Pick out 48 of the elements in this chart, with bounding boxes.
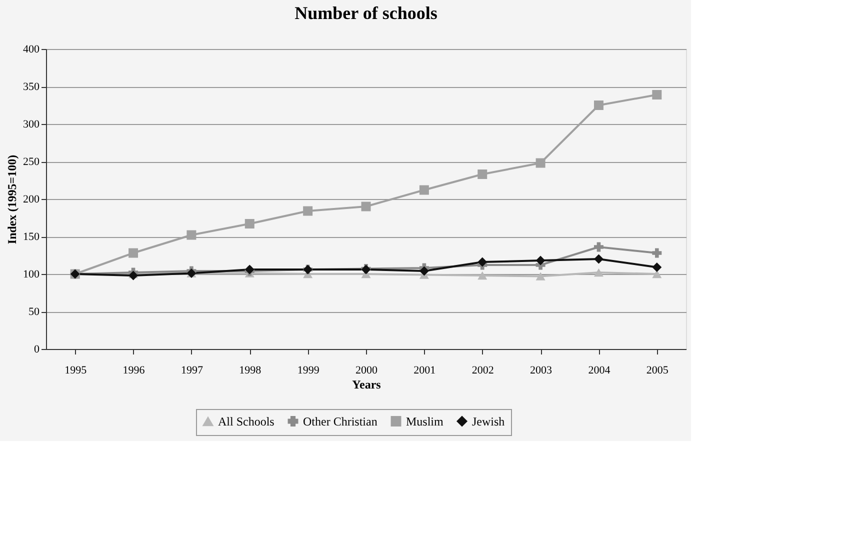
point bbox=[419, 266, 429, 276]
x-tick-label: 1996 bbox=[122, 364, 146, 376]
point bbox=[652, 90, 662, 100]
point bbox=[594, 254, 604, 264]
x-tick-label: 1998 bbox=[239, 364, 262, 376]
y-tick-label: 50 bbox=[28, 306, 40, 318]
x-tick-label: 2003 bbox=[530, 364, 553, 376]
y-tick-label: 0 bbox=[34, 344, 40, 356]
point bbox=[478, 271, 488, 280]
x-tick-label: 2004 bbox=[588, 364, 611, 376]
legend-label: Muslim bbox=[406, 414, 444, 428]
point bbox=[594, 268, 604, 277]
point bbox=[536, 256, 546, 266]
y-tick-label: 100 bbox=[23, 268, 40, 280]
x-axis-title: Years bbox=[352, 378, 382, 392]
y-tick-label: 350 bbox=[23, 81, 40, 93]
point bbox=[186, 230, 196, 240]
point bbox=[478, 170, 488, 179]
legend-label: Jewish bbox=[472, 414, 505, 428]
point bbox=[128, 248, 138, 258]
point bbox=[594, 100, 604, 110]
y-tick-label: 150 bbox=[23, 231, 40, 243]
point bbox=[244, 219, 254, 228]
legend-label: Other Christian bbox=[303, 414, 378, 428]
x-tick-label: 2005 bbox=[646, 364, 669, 376]
point bbox=[361, 202, 371, 212]
y-tick-label: 300 bbox=[23, 118, 40, 130]
legend-label: All Schools bbox=[218, 414, 275, 429]
point bbox=[594, 242, 604, 252]
point bbox=[303, 206, 313, 216]
point bbox=[652, 270, 662, 278]
chart-title: Number of schools bbox=[294, 3, 438, 23]
y-tick-label: 200 bbox=[23, 194, 40, 206]
x-tick-label: 1999 bbox=[297, 364, 320, 376]
y-tick-label: 250 bbox=[23, 156, 40, 168]
y-tick-label: 400 bbox=[23, 44, 40, 56]
x-tick-label: 2001 bbox=[414, 364, 436, 376]
x-tick-label: 1995 bbox=[64, 364, 88, 376]
point bbox=[419, 185, 429, 195]
point bbox=[536, 158, 546, 168]
point bbox=[652, 262, 662, 272]
y-axis-title: Index (1995=100) bbox=[5, 154, 19, 244]
x-tick-label: 2002 bbox=[472, 364, 494, 376]
x-tick-label: 2000 bbox=[356, 364, 378, 376]
x-tick-label: 1997 bbox=[180, 364, 204, 376]
point bbox=[536, 272, 546, 280]
point bbox=[652, 248, 662, 258]
point bbox=[478, 257, 488, 267]
